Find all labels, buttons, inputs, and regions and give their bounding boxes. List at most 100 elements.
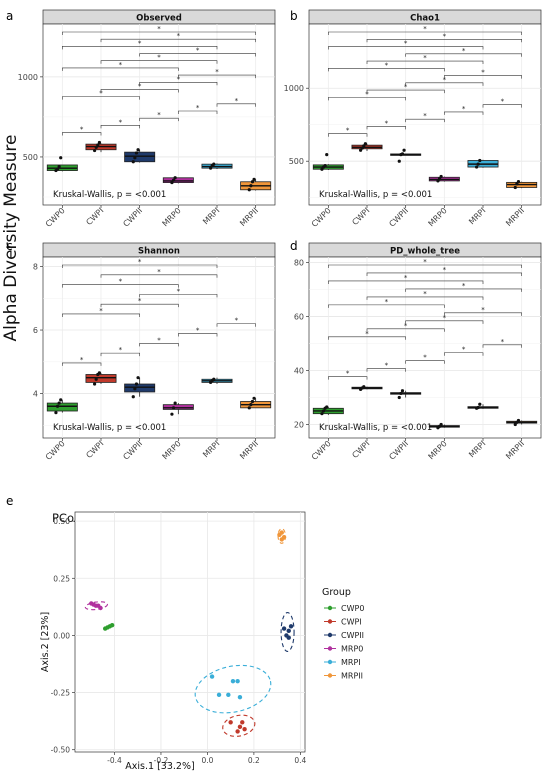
data-point: [134, 382, 139, 386]
box-panel-chao1: b Chao1 500 1000 CWP0 CWPI CWPII MRP0 MRPI MRPII *…: [284, 9, 542, 229]
bracket-label: *: [80, 356, 84, 364]
y-tick-label: 0.50: [53, 517, 70, 526]
box-mrpii: [240, 177, 272, 192]
box-rect: [162, 404, 194, 410]
x-tick-label: CWPI: [84, 439, 105, 460]
data-point: [97, 371, 101, 375]
panel-title: PD_whole_tree: [390, 247, 460, 257]
scatter-point: [240, 720, 245, 725]
data-point: [476, 405, 480, 410]
box-rect: [124, 383, 156, 393]
legend-key-point: [327, 619, 333, 624]
box-cwpi: [85, 371, 117, 386]
bracket: [100, 274, 218, 278]
legend-label: MRP0: [341, 645, 363, 654]
y-tick-label: -0.50: [51, 746, 71, 755]
bracket-label: *: [404, 322, 408, 330]
scatter-point: [105, 625, 110, 630]
data-point: [136, 376, 140, 380]
data-point: [247, 188, 251, 192]
scatter-point: [109, 622, 115, 628]
bracket-label: *: [177, 75, 181, 83]
x-tick-label: CWPII: [387, 206, 410, 229]
bracket-label: *: [138, 297, 142, 305]
panels: a Observed 500 1000 CWP0 CWPI CWPII MRP0 MRPI MRP…: [6, 9, 542, 772]
box-cwpii: [390, 389, 422, 400]
bracket-label: *: [423, 54, 427, 62]
bracket-label: *: [235, 97, 239, 105]
data-point: [323, 163, 327, 168]
bracket: [62, 46, 218, 50]
data-point: [250, 180, 255, 184]
bracket: [62, 31, 256, 35]
legend-key-point: [327, 646, 333, 651]
x-tick-label: MRPI: [467, 439, 487, 459]
grid: [43, 257, 275, 438]
scatter-point: [284, 633, 289, 638]
bracket: [405, 118, 445, 123]
bracket-label: *: [196, 47, 200, 55]
box-mrpi: [467, 158, 499, 169]
bracket: [328, 46, 484, 50]
scatter-point: [242, 726, 247, 732]
bracket: [328, 376, 368, 380]
significance-brackets: * * * * * * * * * * *: [62, 258, 256, 366]
stat-text: Kruskal-Wallis, p = <0.001: [53, 423, 166, 433]
legend-key-point: [327, 632, 333, 638]
data-point: [170, 412, 174, 416]
bracket: [178, 110, 218, 114]
bracket: [62, 313, 140, 317]
bracket: [216, 323, 256, 327]
y-tick-label: 6: [33, 326, 38, 335]
data-point: [55, 167, 60, 171]
scatter-point: [286, 628, 291, 634]
y-axis-title: Alpha Diversity Measure: [1, 134, 21, 341]
box-rect: [162, 177, 194, 183]
data-point: [170, 180, 174, 185]
bracket: [444, 312, 522, 316]
x-tick-label: CWPII: [387, 439, 410, 462]
data-point: [252, 396, 256, 400]
data-point: [478, 402, 482, 406]
data-point: [400, 152, 405, 156]
bracket: [328, 336, 406, 340]
data-point: [55, 404, 60, 408]
bracket: [328, 133, 368, 137]
bracket-label: *: [385, 298, 389, 306]
bracket-label: *: [423, 290, 427, 298]
bracket: [328, 264, 522, 268]
data-point: [476, 162, 480, 166]
bracket-label: *: [177, 287, 181, 295]
bracket-label: *: [119, 278, 123, 286]
bracket-label: *: [423, 354, 427, 362]
bracket: [405, 82, 484, 86]
bracket-label: *: [157, 111, 161, 119]
box-mrp0: [428, 174, 460, 183]
bracket-label: *: [99, 90, 103, 98]
x-tick-label: CWPII: [121, 206, 144, 229]
bracket-label: *: [215, 68, 219, 76]
bracket-label: *: [385, 119, 389, 127]
bracket: [62, 284, 179, 288]
bracket-label: *: [443, 76, 447, 84]
bracket-label: *: [462, 282, 466, 290]
bracket: [328, 31, 522, 35]
bracket: [328, 68, 445, 72]
x-tick-label: CWPI: [84, 206, 105, 227]
data-point: [320, 412, 324, 416]
legend-label: CWPII: [341, 631, 364, 640]
box-cwpii: [124, 148, 156, 164]
data-point: [131, 395, 135, 399]
box-mrpi: [201, 377, 233, 385]
bracket-label: *: [138, 39, 142, 47]
box-cwp0: [312, 153, 344, 171]
box-cwpii: [124, 376, 156, 399]
data-point: [400, 389, 405, 393]
legend-key-point: [327, 673, 333, 678]
x-tick-label: MRPII: [504, 206, 526, 228]
data-point: [133, 387, 137, 391]
legend-label: CWPI: [341, 618, 362, 627]
box-rect: [85, 374, 117, 383]
x-tick-label: MRPI: [467, 206, 487, 226]
scatter-point: [237, 694, 243, 700]
